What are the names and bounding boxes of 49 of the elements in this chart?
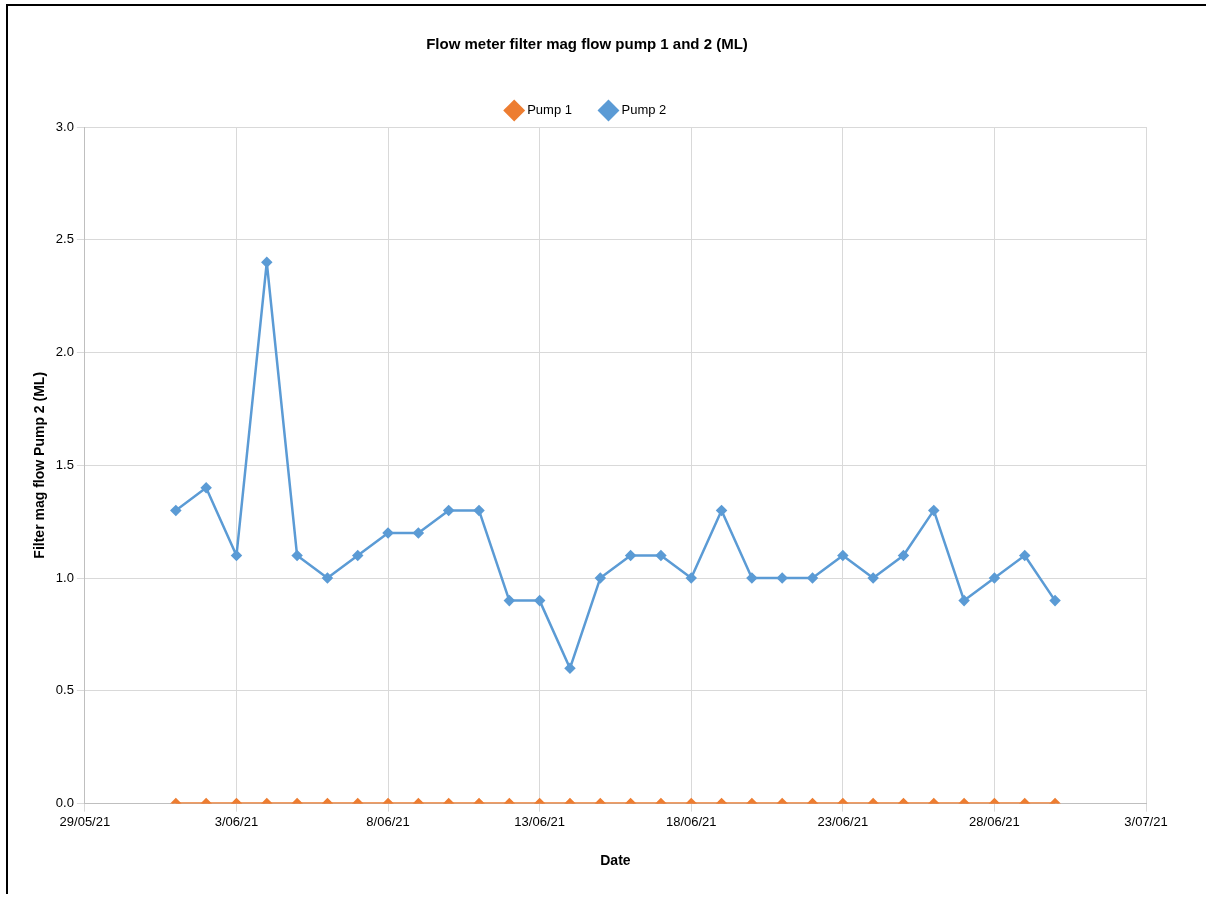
point	[716, 505, 727, 516]
y-tick-label: 2.5	[55, 231, 74, 247]
x-tick-label: 8/06/21	[366, 813, 410, 829]
x-tick-label: 3/06/21	[214, 813, 259, 829]
point	[473, 505, 485, 516]
point	[534, 595, 545, 606]
point	[382, 527, 394, 539]
point	[898, 550, 909, 561]
y-tick-label: 0.0	[55, 795, 74, 811]
point	[595, 572, 606, 584]
point	[322, 572, 333, 584]
chart-title: Flow meter filter mag flow pump 1 and 2 (ML)	[426, 35, 748, 53]
point	[352, 550, 363, 561]
point	[776, 572, 788, 584]
x-tick-label: 18/06/21	[665, 813, 717, 829]
x-axis-title: Date	[600, 852, 631, 869]
x-tick-label: 3/07/21	[1124, 813, 1168, 829]
point	[291, 550, 303, 561]
point	[837, 550, 849, 561]
point	[867, 572, 879, 584]
point	[989, 572, 1000, 584]
point	[625, 550, 636, 561]
legend-label: Pump 2	[621, 102, 667, 118]
point	[1049, 595, 1061, 606]
x-tick-label: 13/06/21	[514, 813, 565, 829]
point	[200, 482, 212, 494]
y-tick-label: 1.0	[55, 569, 74, 585]
point	[928, 505, 940, 516]
point	[958, 595, 970, 606]
point	[807, 572, 818, 584]
point	[231, 550, 242, 561]
point	[443, 505, 454, 516]
point	[413, 527, 424, 539]
y-tick-label: 1.5	[55, 456, 74, 472]
y-tick-label: 0.5	[55, 682, 74, 698]
point	[1019, 550, 1030, 561]
y-tick-label: 3.0	[55, 118, 74, 134]
x-tick-label: 28/06/21	[969, 813, 1020, 829]
point	[564, 663, 576, 674]
legend-label: Pump 1	[527, 102, 573, 118]
y-axis-title: Filter mag flow Pump 2 (ML)	[31, 371, 48, 559]
point	[746, 572, 758, 584]
x-tick-label: 23/06/21	[817, 813, 869, 829]
point	[504, 595, 515, 606]
point	[655, 550, 667, 561]
y-tick-label: 2.0	[55, 344, 74, 360]
x-tick-label: 29/05/21	[59, 813, 111, 829]
point	[170, 505, 182, 516]
point	[685, 572, 697, 584]
